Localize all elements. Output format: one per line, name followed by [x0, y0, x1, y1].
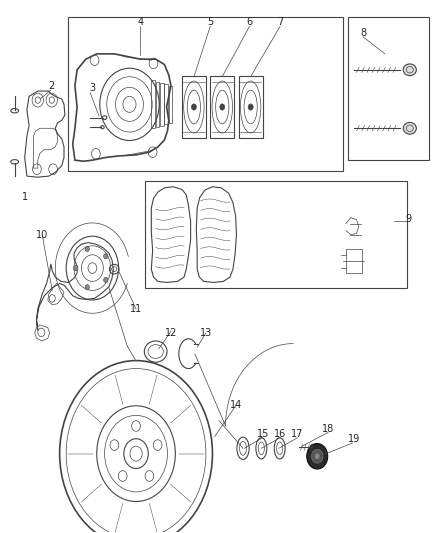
Bar: [210, 76, 234, 138]
Bar: [151, 80, 155, 128]
Circle shape: [315, 454, 319, 459]
Circle shape: [191, 104, 197, 110]
Circle shape: [248, 104, 253, 110]
Bar: [346, 249, 362, 273]
Text: 11: 11: [130, 304, 142, 314]
Text: 14: 14: [230, 400, 243, 410]
Circle shape: [219, 104, 225, 110]
Ellipse shape: [403, 64, 417, 76]
Text: 18: 18: [322, 424, 334, 434]
Bar: [239, 76, 263, 138]
Circle shape: [104, 277, 108, 282]
Circle shape: [104, 254, 108, 259]
Text: 10: 10: [36, 230, 48, 240]
Bar: [164, 84, 168, 124]
Text: 4: 4: [138, 17, 144, 27]
Circle shape: [311, 449, 323, 463]
Text: 19: 19: [348, 434, 360, 445]
Circle shape: [85, 285, 89, 290]
Text: 6: 6: [247, 17, 253, 27]
Text: 1: 1: [21, 192, 28, 203]
Text: 2: 2: [48, 81, 54, 91]
Circle shape: [74, 265, 78, 271]
Text: 3: 3: [89, 83, 95, 93]
Text: 5: 5: [207, 17, 213, 27]
Ellipse shape: [403, 123, 417, 134]
Text: 13: 13: [200, 328, 212, 338]
Text: 16: 16: [274, 429, 286, 439]
Text: 12: 12: [165, 328, 177, 338]
Bar: [68, 17, 343, 171]
Text: 7: 7: [277, 17, 283, 27]
Text: 9: 9: [406, 214, 412, 224]
Bar: [348, 17, 428, 160]
Bar: [155, 82, 159, 127]
Text: 8: 8: [360, 28, 366, 38]
Bar: [182, 76, 206, 138]
Bar: [160, 83, 163, 126]
Circle shape: [307, 443, 328, 469]
Text: 17: 17: [291, 429, 304, 439]
Circle shape: [85, 246, 89, 252]
Bar: [145, 181, 407, 288]
Bar: [169, 86, 172, 123]
Text: 15: 15: [257, 429, 269, 439]
